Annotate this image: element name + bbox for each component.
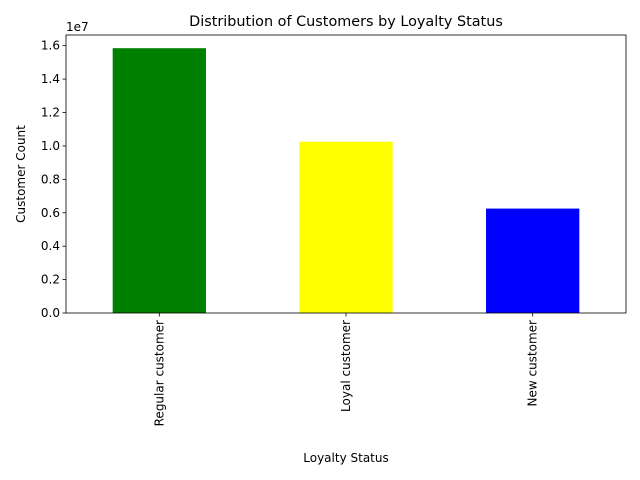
y-tick-label: 1.4 bbox=[41, 72, 60, 86]
y-axis-ticks: 0.0 0.2 0.4 0.6 0.8 1.0 1.2 1.4 1.6 bbox=[41, 39, 66, 320]
chart-title: Distribution of Customers by Loyalty Sta… bbox=[189, 14, 503, 30]
bars bbox=[112, 48, 580, 314]
x-axis-ticks: Regular customer Loyal customer New custom… bbox=[152, 313, 540, 426]
y-tick-label: 0.0 bbox=[41, 306, 60, 320]
y-tick-label: 1.6 bbox=[41, 39, 60, 53]
bar-regular-customer bbox=[112, 48, 206, 314]
y-tick-label: 0.8 bbox=[41, 172, 60, 186]
y-offset-label: 1e7 bbox=[66, 20, 89, 34]
y-tick-label: 1.0 bbox=[41, 139, 60, 153]
x-axis-label: Loyalty Status bbox=[303, 451, 388, 465]
y-tick-label: 0.6 bbox=[41, 206, 60, 220]
plot-frame bbox=[65, 34, 627, 314]
bar-loyal-customer bbox=[299, 141, 393, 313]
y-tick-label: 0.4 bbox=[41, 239, 60, 253]
x-tick-label: Regular customer bbox=[152, 320, 166, 426]
y-axis-label: Customer Count bbox=[14, 125, 28, 223]
x-tick-label: New customer bbox=[526, 320, 540, 407]
y-tick-label: 1.2 bbox=[41, 106, 60, 120]
x-tick-label: Loyal customer bbox=[339, 320, 353, 412]
bar-new-customer bbox=[486, 208, 580, 313]
y-tick-label: 0.2 bbox=[41, 273, 60, 287]
